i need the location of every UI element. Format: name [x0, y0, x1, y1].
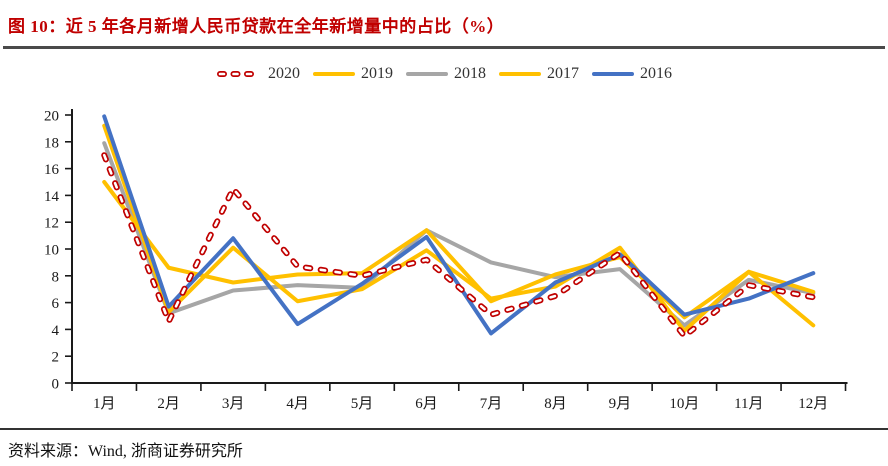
legend-label-2018: 2018: [454, 65, 486, 82]
footer-separator-line: [0, 428, 888, 430]
y-tick-label: 16: [44, 162, 60, 178]
data-source-note: 资料来源：Wind, 浙商证券研究所: [8, 443, 243, 460]
figure-title: 图 10：近 5 年各月新增人民币贷款在全年新增量中的占比（%）: [8, 17, 505, 36]
series-line-2018: [102, 141, 816, 328]
legend-swatch-2020: [217, 71, 261, 77]
legend-swatch-2016: [592, 71, 634, 77]
y-tick-label: 18: [44, 135, 59, 151]
legend-item-2020: 2020: [216, 65, 300, 83]
y-tick-label: 14: [44, 189, 60, 205]
y-tick-label: 8: [52, 269, 60, 285]
legend-item-2019: 2019: [313, 65, 393, 83]
series-line-2017: [102, 180, 816, 328]
x-tick-label: 10月: [669, 396, 699, 412]
x-tick-label: 9月: [609, 396, 632, 412]
x-tick-label: 11月: [734, 396, 763, 412]
x-tick-label: 8月: [544, 396, 567, 412]
series-line-inner-2020: [102, 153, 815, 338]
y-tick-label: 12: [44, 216, 59, 232]
x-tick-label: 12月: [798, 396, 828, 412]
x-tick-label: 3月: [222, 396, 245, 412]
y-tick-label: 10: [44, 243, 59, 259]
chart-legend: 2020 2019 2018 2017 2016: [0, 65, 888, 83]
legend-label-2017: 2017: [547, 65, 579, 82]
series-line-2019: [102, 123, 816, 333]
y-tick-label: 20: [44, 109, 59, 125]
legend-item-2016: 2016: [592, 65, 672, 83]
y-tick-label: 2: [52, 350, 60, 366]
title-separator-line: [3, 46, 885, 49]
x-tick-label: 6月: [415, 396, 438, 412]
y-tick-label: 6: [52, 296, 60, 312]
y-tick-label: 4: [52, 323, 60, 339]
legend-swatch-2017: [499, 71, 541, 77]
x-tick-label: 7月: [480, 396, 503, 412]
legend-item-2017: 2017: [499, 65, 579, 83]
legend-label-2020: 2020: [268, 65, 300, 82]
legend-swatch-2019: [313, 71, 355, 77]
x-tick-label: 4月: [286, 396, 309, 412]
line-chart-plot: 0 2 4 6 8 10 12 14 16 18 20 1月 2月 3月 4月 5月 6月 7月 8月 9月 10月 11…: [44, 109, 848, 412]
legend-label-2019: 2019: [361, 65, 393, 82]
y-tick-label: 0: [52, 377, 60, 393]
x-tick-label: 1月: [93, 396, 116, 412]
legend-swatch-2018: [406, 71, 448, 77]
x-tick-label: 2月: [157, 396, 180, 412]
legend-label-2016: 2016: [640, 65, 672, 82]
legend-item-2018: 2018: [406, 65, 486, 83]
x-tick-label: 5月: [351, 396, 374, 412]
